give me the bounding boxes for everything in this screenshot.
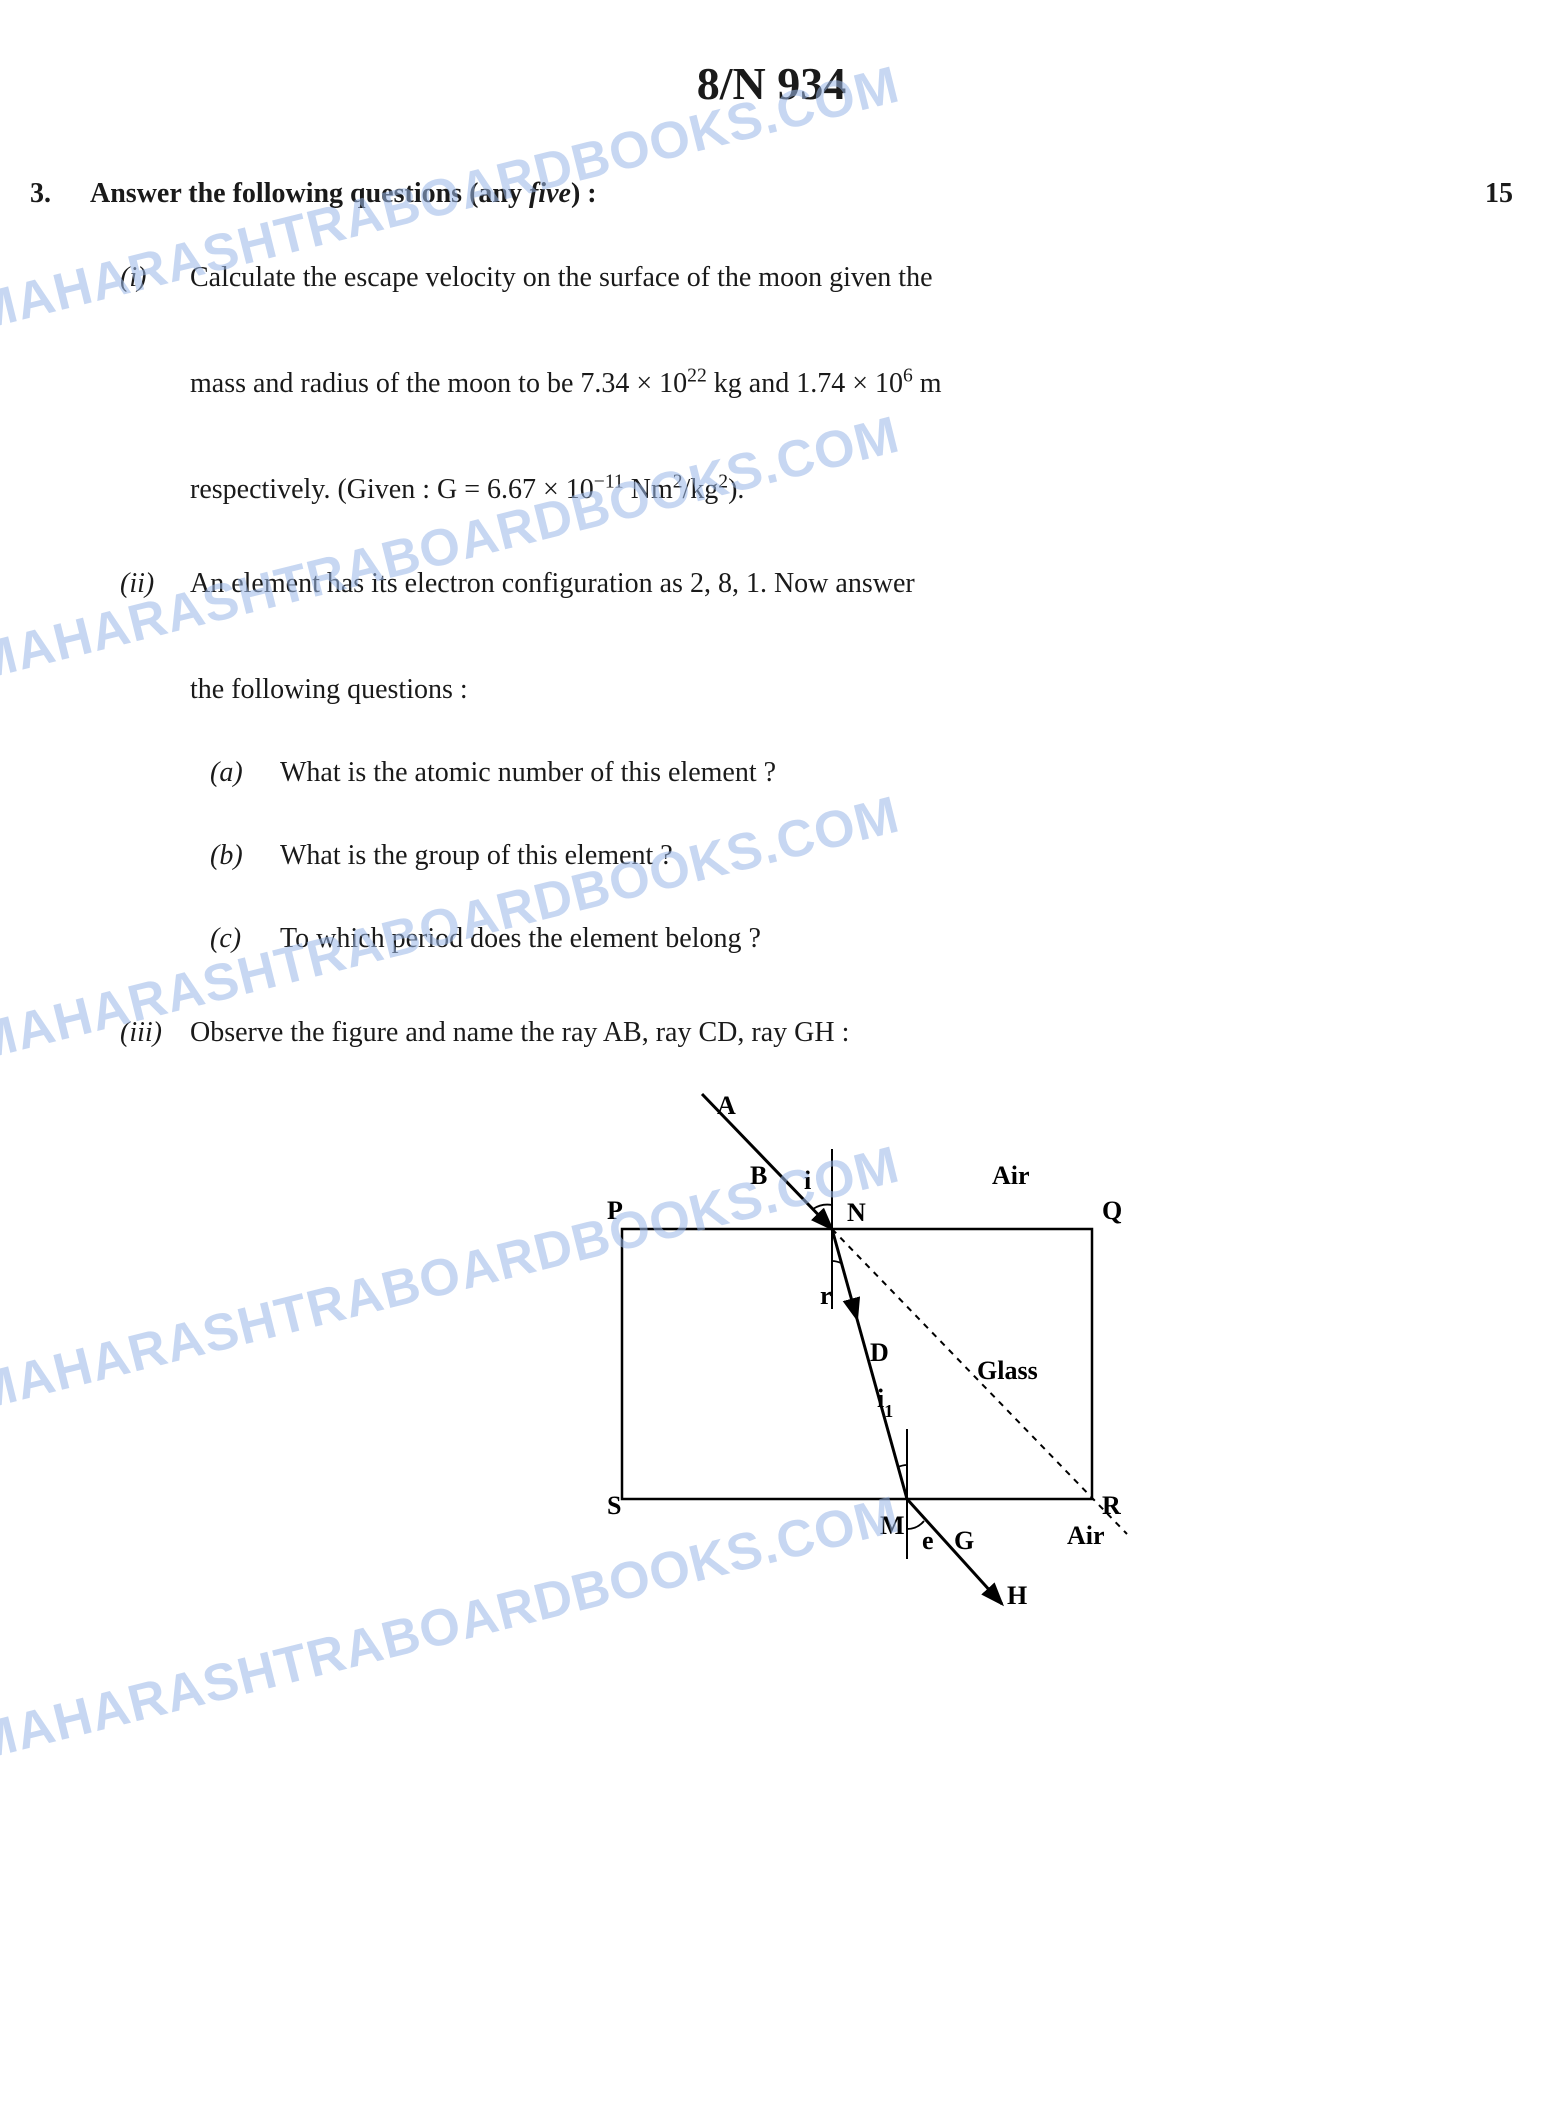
question-marks: 15 xyxy=(1453,167,1513,220)
instruction-suffix: ) : xyxy=(571,178,597,209)
part-i-sup4: 2 xyxy=(673,472,683,493)
svg-text:Glass: Glass xyxy=(977,1356,1038,1385)
part-ii-a-text: What is the atomic number of this elemen… xyxy=(280,746,1513,799)
question-number: 3. xyxy=(30,167,90,220)
part-iii-text: Observe the figure and name the ray AB, … xyxy=(190,1006,1513,1059)
part-i-line3b: Nm xyxy=(624,474,673,505)
part-ii-c-label: (c) xyxy=(210,912,280,965)
svg-text:P: P xyxy=(607,1196,623,1225)
svg-text:N: N xyxy=(847,1198,866,1227)
part-i-line3d: ). xyxy=(728,474,744,505)
svg-text:R: R xyxy=(1102,1491,1121,1520)
part-ii-b-label: (b) xyxy=(210,829,280,882)
part-i-line3a: respectively. (Given : G = 6.67 × 10 xyxy=(190,474,594,505)
svg-text:G: G xyxy=(954,1526,974,1555)
part-ii-c-text: To which period does the element belong … xyxy=(280,912,1513,965)
part-iii-label: (iii) xyxy=(120,1006,190,1059)
part-ii-a-label: (a) xyxy=(210,746,280,799)
svg-text:H: H xyxy=(1007,1581,1027,1609)
svg-text:e: e xyxy=(922,1526,934,1555)
part-i-label: (i) xyxy=(120,251,190,517)
svg-text:Air: Air xyxy=(992,1161,1030,1190)
part-i-line1: Calculate the escape velocity on the sur… xyxy=(190,262,933,293)
part-i-line3c: /kg xyxy=(683,474,719,505)
svg-text:Q: Q xyxy=(1102,1196,1122,1225)
part-i-line2b: kg and 1.74 × 10 xyxy=(707,368,903,399)
instruction-prefix: Answer the following questions (any xyxy=(90,178,529,209)
svg-text:M: M xyxy=(880,1511,905,1540)
svg-text:B: B xyxy=(750,1161,767,1190)
question-instruction: Answer the following questions (any five… xyxy=(90,167,1453,220)
part-ii-text: An element has its electron configuratio… xyxy=(190,557,1513,717)
svg-text:i1: i1 xyxy=(877,1384,893,1421)
svg-text:S: S xyxy=(607,1491,621,1520)
instruction-em: five xyxy=(529,178,571,209)
svg-text:Air: Air xyxy=(1067,1521,1105,1550)
svg-text:D: D xyxy=(870,1338,889,1367)
part-i-sup1: 22 xyxy=(687,366,707,387)
refraction-diagram: A B P Q S R N M D G Hi r i1 e Air Glass Air xyxy=(190,1089,1513,1627)
svg-text:i: i xyxy=(804,1166,811,1195)
part-i-sup2: 6 xyxy=(903,366,913,387)
part-ii-b-text: What is the group of this element ? xyxy=(280,829,1513,882)
page-code: 8/N 934 xyxy=(30,40,1513,127)
part-ii-line2: the following questions : xyxy=(190,674,468,705)
svg-text:A: A xyxy=(717,1091,736,1120)
diagram-svg: A B P Q S R N M D G Hi r i1 e Air Glass Air xyxy=(512,1089,1192,1609)
svg-text:r: r xyxy=(820,1281,832,1310)
part-i-sup5: 2 xyxy=(718,472,728,493)
part-ii-label: (ii) xyxy=(120,557,190,717)
part-i-line2a: mass and radius of the moon to be 7.34 ×… xyxy=(190,368,687,399)
part-i-line2c: m xyxy=(913,368,942,399)
part-i-sup3: −11 xyxy=(594,472,624,493)
part-i-text: Calculate the escape velocity on the sur… xyxy=(190,251,1513,517)
part-ii-line1: An element has its electron configuratio… xyxy=(190,568,915,599)
